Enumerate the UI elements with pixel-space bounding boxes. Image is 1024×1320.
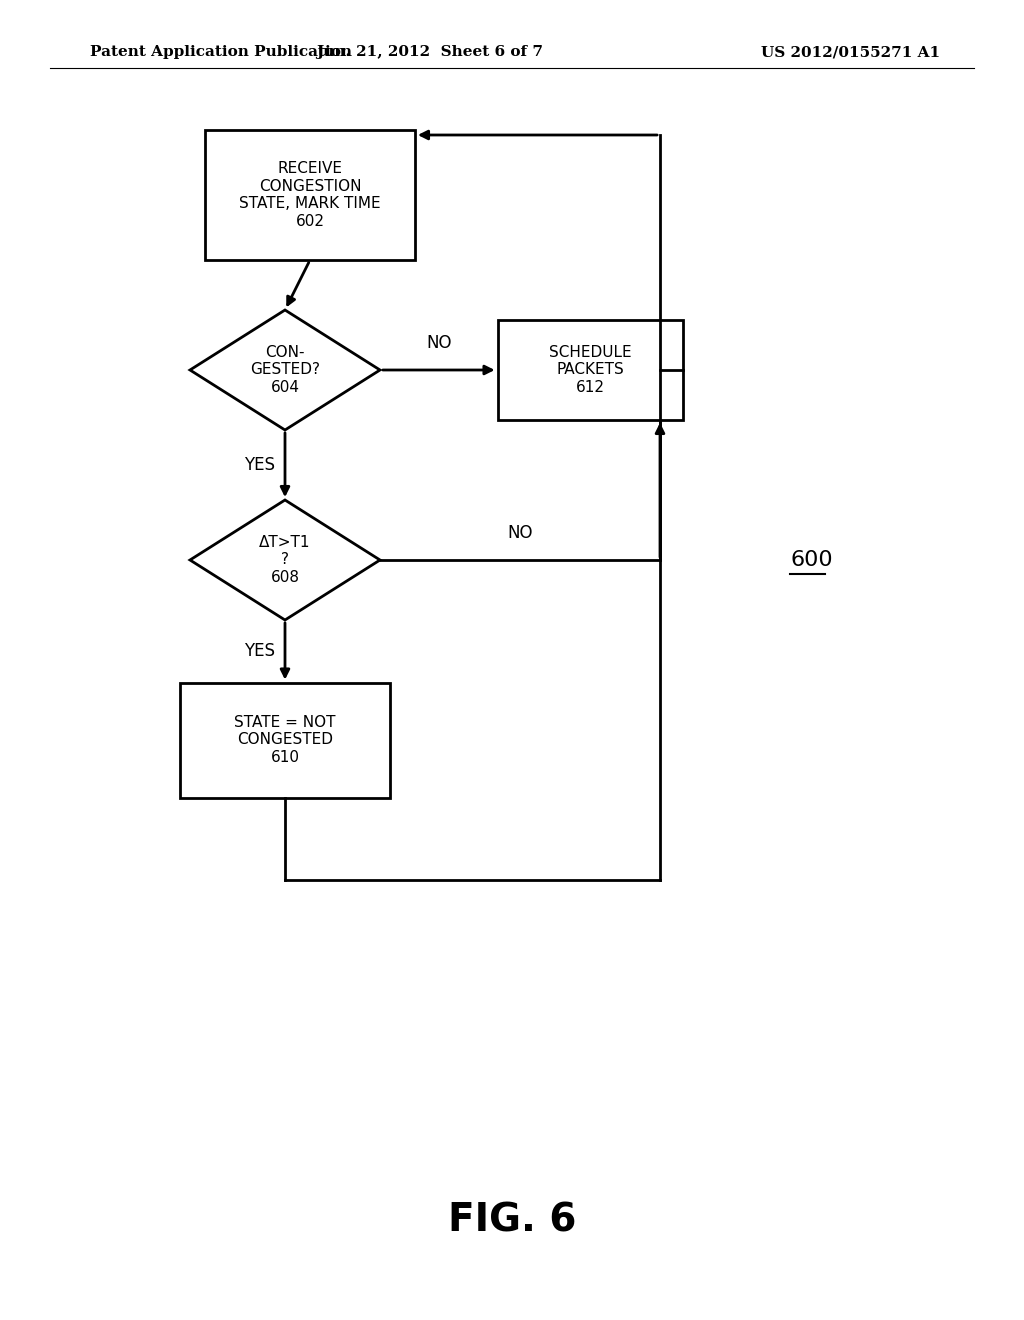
- Text: RECEIVE
CONGESTION
STATE, MARK TIME
602: RECEIVE CONGESTION STATE, MARK TIME 602: [240, 161, 381, 228]
- Text: Patent Application Publication: Patent Application Publication: [90, 45, 352, 59]
- Text: ΔT>T1
?
608: ΔT>T1 ? 608: [259, 535, 310, 585]
- Text: FIG. 6: FIG. 6: [447, 1201, 577, 1239]
- Text: 600: 600: [790, 550, 833, 570]
- Bar: [498, 319, 683, 420]
- Text: Jun. 21, 2012  Sheet 6 of 7: Jun. 21, 2012 Sheet 6 of 7: [316, 45, 544, 59]
- Text: STATE = NOT
CONGESTED
610: STATE = NOT CONGESTED 610: [234, 715, 336, 764]
- Polygon shape: [190, 500, 380, 620]
- Text: YES: YES: [244, 643, 275, 660]
- Bar: [180, 682, 390, 797]
- Text: SCHEDULE
PACKETS
612: SCHEDULE PACKETS 612: [549, 345, 632, 395]
- Text: YES: YES: [244, 455, 275, 474]
- Text: US 2012/0155271 A1: US 2012/0155271 A1: [761, 45, 940, 59]
- Bar: [205, 129, 415, 260]
- Text: NO: NO: [507, 524, 532, 543]
- Text: NO: NO: [426, 334, 452, 352]
- Polygon shape: [190, 310, 380, 430]
- Text: CON-
GESTED?
604: CON- GESTED? 604: [250, 345, 319, 395]
